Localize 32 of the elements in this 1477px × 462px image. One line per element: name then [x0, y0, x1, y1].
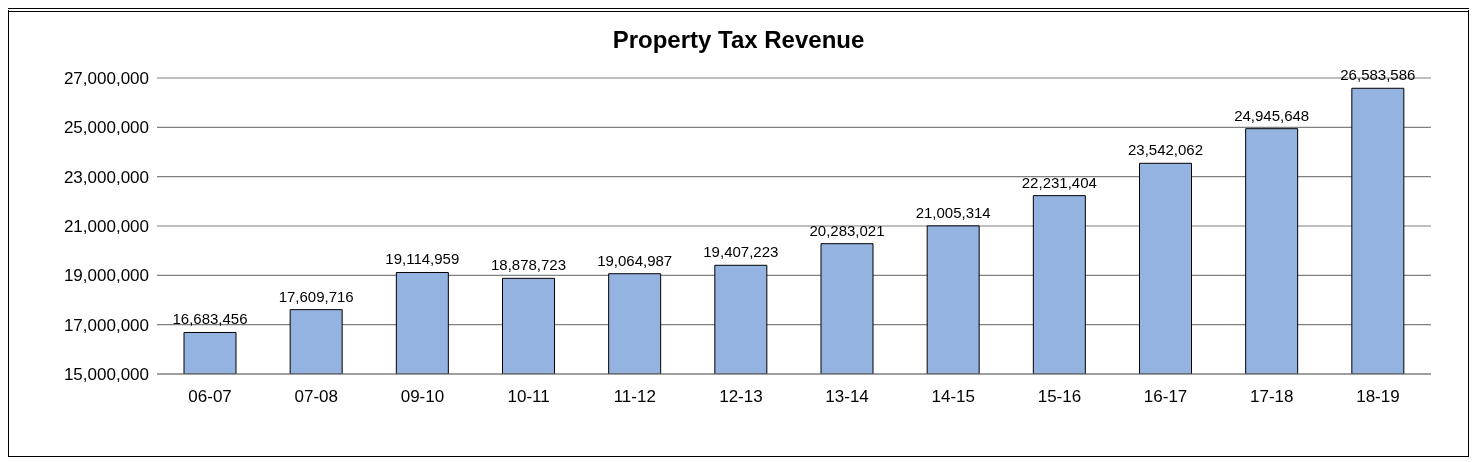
- x-tick-label: 09-10: [400, 387, 445, 407]
- x-tick-label: 12-13: [719, 387, 763, 407]
- data-label: 21,005,314: [915, 203, 991, 221]
- y-tick-label: 25,000,000: [63, 118, 149, 138]
- data-label: 17,609,716: [278, 287, 354, 305]
- data-label: 20,283,021: [809, 221, 885, 239]
- x-tick-label: 17-18: [1250, 387, 1294, 407]
- x-tick-label: 14-15: [931, 387, 975, 407]
- x-tick-label: 11-12: [613, 387, 656, 407]
- x-tick-label: 13-14: [825, 387, 869, 407]
- data-label: 26,583,586: [1340, 66, 1416, 84]
- chart-title: Property Tax Revenue: [611, 26, 866, 54]
- x-tick-label: 15-16: [1037, 387, 1082, 407]
- data-label: 23,542,062: [1127, 141, 1204, 159]
- data-label: 19,407,223: [703, 243, 779, 261]
- x-tick-label: 16-17: [1143, 387, 1188, 407]
- data-label: 22,231,404: [1021, 173, 1097, 191]
- x-tick-label: 07-08: [294, 387, 338, 407]
- data-label: 16,683,456: [172, 310, 248, 328]
- y-tick-label: 27,000,000: [63, 69, 149, 89]
- y-tick-label: 19,000,000: [63, 266, 149, 286]
- y-tick-label: 15,000,000: [63, 365, 149, 385]
- data-label: 19,064,987: [597, 251, 673, 269]
- x-tick-label: 10-11: [507, 387, 550, 407]
- y-tick-label: 17,000,000: [63, 315, 149, 335]
- data-label: 24,945,648: [1234, 106, 1310, 124]
- x-tick-label: 18-19: [1356, 387, 1400, 407]
- x-tick-label: 06-07: [188, 387, 232, 407]
- data-label: 18,878,723: [490, 256, 567, 274]
- y-tick-label: 21,000,000: [63, 217, 149, 237]
- y-tick-label: 23,000,000: [63, 167, 149, 187]
- data-label: 19,114,959: [385, 250, 460, 268]
